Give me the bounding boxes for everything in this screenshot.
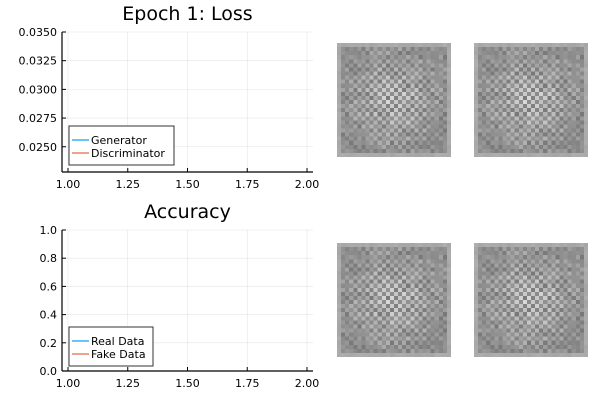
legend-box <box>68 326 154 367</box>
x-tick-label: 2.00 <box>295 178 320 191</box>
x-tick-label: 1.00 <box>56 178 81 191</box>
x-tick-label: 2.00 <box>295 377 320 390</box>
x-tick-label: 1.00 <box>56 377 81 390</box>
generated-sample-image <box>337 243 451 357</box>
x-tick-label: 1.75 <box>235 377 260 390</box>
x-tick-label: 1.25 <box>116 178 141 191</box>
y-tick-label: 0.0275 <box>19 112 58 125</box>
x-tick-label: 1.50 <box>175 377 200 390</box>
generated-sample-image <box>474 243 588 357</box>
generated-sample-image <box>337 43 451 157</box>
y-tick-label: 0.0250 <box>19 141 58 154</box>
x-tick-label: 1.50 <box>175 178 200 191</box>
y-tick-label: 0.6 <box>40 280 58 293</box>
x-tick-label: 1.75 <box>235 178 260 191</box>
y-tick-label: 0.0 <box>40 365 58 378</box>
legend-label: Discriminator <box>91 147 165 160</box>
y-tick-label: 0.2 <box>40 337 58 350</box>
legend-box <box>68 125 175 166</box>
y-tick-label: 0.4 <box>40 309 58 322</box>
y-tick-label: 0.0325 <box>19 55 58 68</box>
y-tick-label: 0.0350 <box>19 26 58 39</box>
x-tick-label: 1.25 <box>116 377 141 390</box>
generated-sample-image <box>474 43 588 157</box>
legend-label: Real Data <box>91 335 144 348</box>
y-tick-label: 0.0300 <box>19 83 58 96</box>
y-tick-label: 0.8 <box>40 252 58 265</box>
legend-label: Generator <box>91 134 147 147</box>
chart-title: Accuracy <box>144 201 231 223</box>
legend-label: Fake Data <box>91 348 146 361</box>
chart-title: Epoch 1: Loss <box>122 3 252 25</box>
y-tick-label: 1.0 <box>40 224 58 237</box>
